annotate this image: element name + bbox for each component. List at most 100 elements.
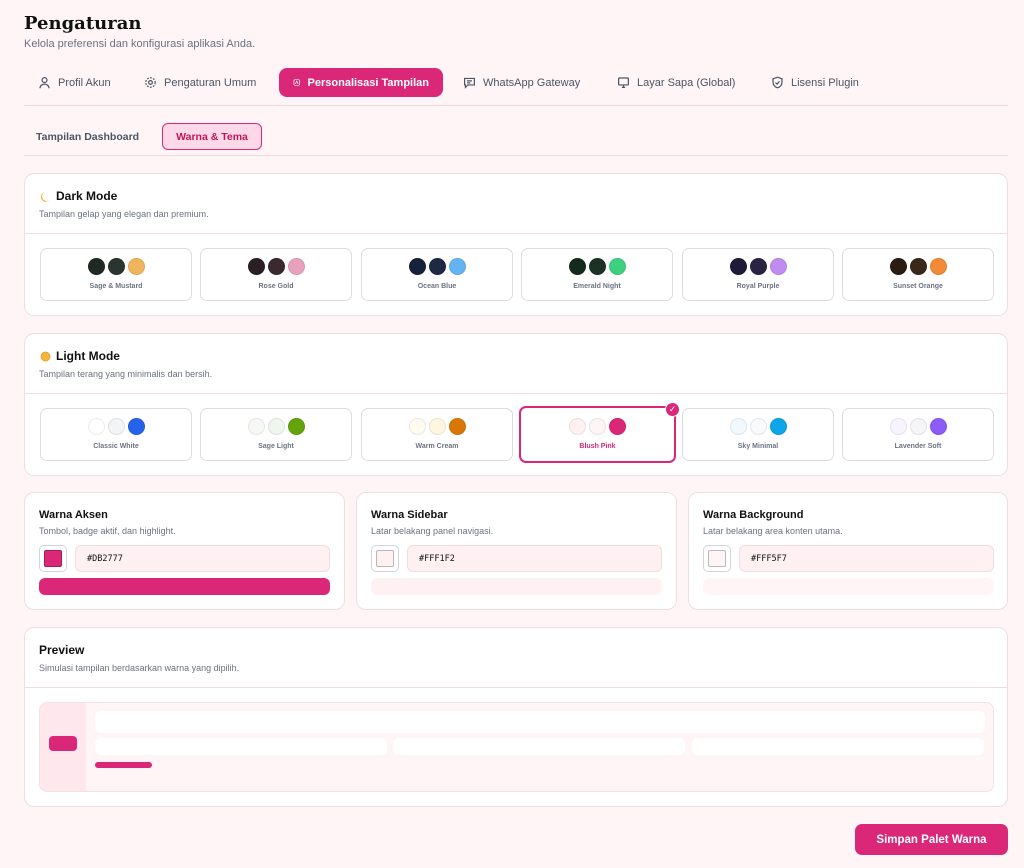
theme-name: Sage & Mustard — [89, 283, 143, 290]
color-dot — [568, 258, 586, 275]
preview-header-bar — [95, 711, 985, 733]
color-dots — [521, 418, 674, 435]
page-title: Pengaturan — [24, 13, 142, 34]
theme-option[interactable]: Rose Gold — [200, 248, 352, 301]
background-color-description: Latar belakang area konten utama. — [703, 526, 843, 536]
color-dot — [408, 418, 426, 435]
color-dot — [729, 418, 747, 435]
color-dot — [267, 258, 285, 275]
preview-sidebar — [40, 703, 86, 791]
preview-content-box — [692, 738, 984, 755]
theme-name: Blush Pink — [579, 443, 616, 450]
theme-name: Rose Gold — [258, 283, 294, 290]
color-dot — [287, 258, 305, 275]
tab-profil-akun[interactable]: Profil Akun — [24, 68, 125, 97]
theme-name: Lavender Soft — [894, 443, 942, 450]
preview-description: Simulasi tampilan berdasarkan warna yang… — [39, 663, 240, 673]
accent-color-bar — [39, 578, 330, 595]
dark-mode-title: Dark Mode — [39, 189, 117, 203]
theme-name: Sunset Orange — [893, 283, 943, 290]
gear-icon — [145, 77, 156, 88]
divider — [25, 233, 1007, 234]
color-swatch — [376, 550, 394, 567]
tab-pengaturan-umum[interactable]: Pengaturan Umum — [130, 68, 270, 97]
sidebar-color-description: Latar belakang panel navigasi. — [371, 526, 494, 536]
check-icon: ✓ — [665, 402, 680, 417]
sub-tabs: Tampilan Dashboard Warna & Tema — [24, 122, 1008, 156]
sidebar-color-card: Warna Sidebar Latar belakang panel navig… — [356, 492, 677, 610]
moon-icon — [40, 191, 50, 202]
theme-name: Sky Minimal — [737, 443, 779, 450]
color-dots — [362, 258, 512, 275]
background-color-picker[interactable] — [703, 545, 731, 572]
background-color-input[interactable]: #FFF5F7 — [739, 545, 994, 572]
preview-card: Preview Simulasi tampilan berdasarkan wa… — [24, 627, 1008, 807]
color-dot — [769, 418, 787, 435]
theme-option[interactable]: Sage Light — [200, 408, 352, 461]
dark-mode-card: Dark Mode Tampilan gelap yang elegan dan… — [24, 173, 1008, 316]
accent-color-description: Tombol, badge aktif, dan highlight. — [39, 526, 176, 536]
color-dots — [41, 258, 191, 275]
preview-area — [39, 702, 994, 792]
user-icon — [39, 77, 50, 89]
theme-option-selected[interactable]: Blush Pink ✓ — [519, 402, 680, 463]
color-dots — [522, 258, 672, 275]
theme-option[interactable]: Classic White — [40, 408, 192, 461]
color-dots — [843, 418, 993, 435]
sidebar-color-picker[interactable] — [371, 545, 399, 572]
palette-icon — [293, 79, 300, 86]
color-dot — [929, 258, 947, 275]
subtab-tampilan-dashboard[interactable]: Tampilan Dashboard — [36, 130, 140, 143]
accent-color-picker[interactable] — [39, 545, 67, 572]
color-dot — [749, 418, 767, 435]
color-dots — [41, 418, 191, 435]
theme-option[interactable]: Sky Minimal — [682, 408, 834, 461]
color-dots — [201, 258, 351, 275]
light-mode-title-text: Light Mode — [56, 349, 120, 363]
color-dot — [247, 418, 265, 435]
sidebar-color-input[interactable]: #FFF1F2 — [407, 545, 662, 572]
page-subtitle: Kelola preferensi dan konfigurasi aplika… — [24, 38, 256, 50]
sidebar-color-title: Warna Sidebar — [371, 509, 448, 521]
color-dot — [247, 258, 265, 275]
color-dot — [909, 418, 927, 435]
theme-option[interactable]: Royal Purple — [682, 248, 834, 301]
dark-mode-title-text: Dark Mode — [56, 189, 118, 203]
subtab-warna-tema[interactable]: Warna & Tema — [162, 123, 262, 150]
theme-option[interactable]: Emerald Night — [521, 248, 673, 301]
color-dots — [362, 418, 512, 435]
color-dot — [608, 258, 626, 275]
tab-whatsapp-gateway[interactable]: WhatsApp Gateway — [449, 68, 594, 97]
accent-color-input[interactable]: #DB2777 — [75, 545, 330, 572]
preview-nav-pill — [49, 736, 77, 751]
color-dot — [107, 418, 125, 435]
color-dot — [267, 418, 285, 435]
save-palette-button[interactable]: Simpan Palet Warna — [855, 824, 1008, 855]
color-dot — [729, 258, 747, 275]
divider — [25, 687, 1007, 688]
chat-icon — [464, 77, 475, 89]
tab-layar-sapa[interactable]: Layar Sapa (Global) — [603, 68, 749, 97]
theme-name: Sage Light — [258, 443, 294, 450]
color-dot — [107, 258, 125, 275]
theme-option[interactable]: Warm Cream — [361, 408, 513, 461]
color-swatch — [708, 550, 726, 567]
background-color-title: Warna Background — [703, 509, 804, 521]
theme-option[interactable]: Ocean Blue — [361, 248, 513, 301]
tab-lisensi-plugin[interactable]: Lisensi Plugin — [757, 68, 873, 97]
color-dot — [929, 418, 947, 435]
theme-option[interactable]: Sage & Mustard — [40, 248, 192, 301]
color-dot — [909, 258, 927, 275]
color-dot — [408, 258, 426, 275]
light-mode-card: Light Mode Tampilan terang yang minimali… — [24, 333, 1008, 476]
tab-personalisasi-tampilan[interactable]: Personalisasi Tampilan — [279, 68, 443, 97]
background-color-card: Warna Background Latar belakang area kon… — [688, 492, 1008, 610]
theme-option[interactable]: Sunset Orange — [842, 248, 994, 301]
color-dot — [889, 258, 907, 275]
theme-option[interactable]: Lavender Soft — [842, 408, 994, 461]
tab-label: Profil Akun — [58, 76, 111, 89]
tab-label: Personalisasi Tampilan — [307, 76, 429, 89]
tab-label: Pengaturan Umum — [164, 76, 257, 89]
preview-accent-line — [95, 762, 152, 768]
